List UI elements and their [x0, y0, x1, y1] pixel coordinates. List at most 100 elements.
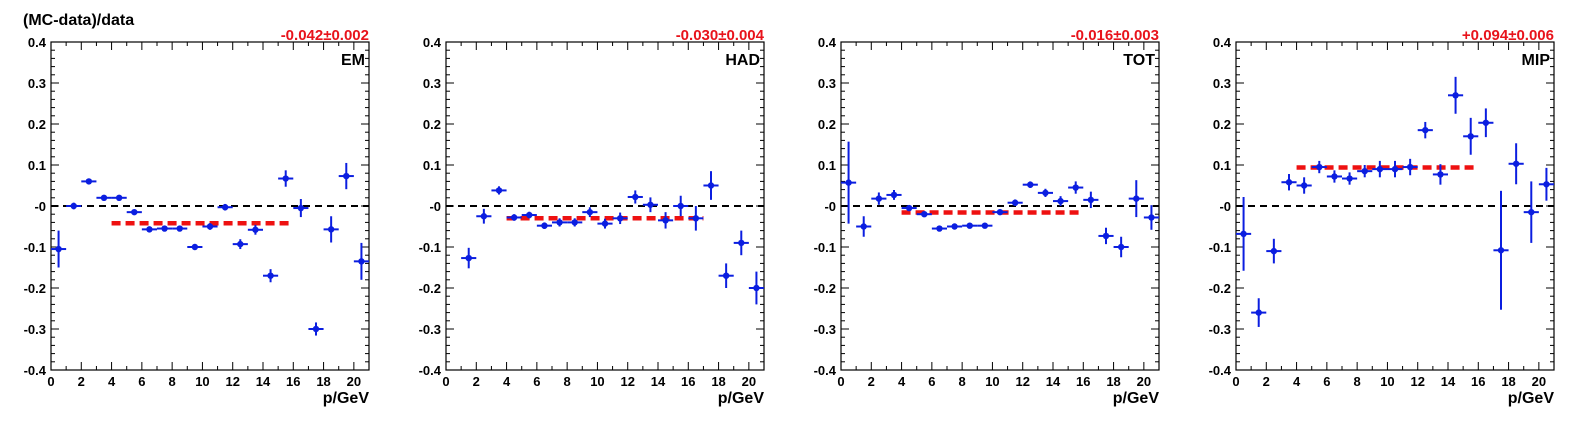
y-tick-label: -0.2 — [419, 281, 441, 296]
y-tick-label: -0.3 — [24, 322, 46, 337]
data-point — [981, 222, 989, 229]
data-point — [1467, 133, 1474, 140]
y-tick-label: 0.3 — [423, 76, 441, 91]
x-tick-label: 20 — [1532, 374, 1546, 389]
data-point — [722, 272, 730, 279]
data-point — [297, 204, 305, 212]
x-tick-label: 14 — [1441, 374, 1456, 389]
x-tick-label: 2 — [1263, 374, 1270, 389]
data-point — [176, 225, 183, 232]
data-point — [70, 202, 77, 210]
y-tick-label: -0.4 — [419, 363, 442, 378]
x-tick-label: 16 — [1076, 374, 1090, 389]
data-point — [707, 182, 715, 189]
panel-mip: -0.4 -0.3 -0.2 -0.1 -0 0.1 0.2 0.3 0.4 0 2 4 6 8 10 12 1… — [1209, 27, 1555, 407]
y-tick-label: 0.1 — [28, 158, 46, 173]
data-point — [1512, 160, 1520, 167]
y-tick-label: 0.1 — [818, 158, 836, 173]
y-tick-label: 0.4 — [818, 35, 837, 50]
data-point — [1057, 197, 1064, 205]
data-point — [465, 254, 472, 262]
x-tick-label: 16 — [286, 374, 300, 389]
data-point — [601, 220, 609, 227]
data-point — [890, 191, 898, 199]
data-point — [100, 194, 108, 201]
y-tick-label: -0.1 — [419, 240, 441, 255]
data-point — [1316, 163, 1323, 171]
panel-had: -0.4 -0.3 -0.2 -0.1 -0 0.1 0.2 0.3 0.4 0 2 4 6 8 10 12 1… — [419, 27, 765, 407]
y-tick-label: -0.4 — [1209, 363, 1232, 378]
data-point — [1543, 181, 1550, 188]
data-point — [1133, 195, 1140, 202]
x-tick-label: 6 — [1323, 374, 1330, 389]
data-point — [131, 208, 138, 216]
y-tick-label: 0.3 — [28, 76, 46, 91]
data-point — [692, 215, 700, 222]
y-tick-label: 0.2 — [1213, 117, 1231, 132]
y-tick-label: 0.4 — [423, 35, 442, 50]
panel-label: HAD — [725, 52, 760, 69]
y-tick-label: -0.3 — [814, 322, 836, 337]
x-tick-label: 8 — [1354, 374, 1361, 389]
x-tick-label: 16 — [681, 374, 695, 389]
x-tick-label: 2 — [868, 374, 875, 389]
data-point — [1117, 243, 1125, 251]
x-axis-title: p/GeV — [718, 390, 765, 407]
x-tick-label: 8 — [959, 374, 966, 389]
data-point — [662, 217, 669, 224]
data-point — [1331, 173, 1338, 180]
data-point — [1285, 179, 1293, 186]
x-tick-label: 6 — [138, 374, 145, 389]
x-tick-label: 10 — [195, 374, 209, 389]
y-tick-label: 0.1 — [423, 158, 441, 173]
y-tick-label: 0.4 — [1213, 35, 1232, 50]
data-point — [1027, 181, 1034, 188]
x-tick-label: 8 — [564, 374, 571, 389]
data-point — [966, 222, 973, 229]
data-point — [85, 178, 93, 185]
y-tick-label: 0.2 — [423, 117, 441, 132]
data-point — [632, 193, 639, 201]
data-point — [221, 204, 229, 211]
data-point — [556, 219, 563, 226]
data-point — [358, 258, 365, 265]
data-point — [1376, 165, 1384, 173]
data-point — [191, 243, 199, 251]
y-tick-label: -0.3 — [419, 322, 441, 337]
data-point — [1072, 184, 1079, 191]
y-tick-label: -0 — [429, 199, 441, 214]
x-tick-label: 0 — [837, 374, 844, 389]
data-point — [875, 195, 883, 202]
data-point — [905, 204, 913, 212]
y-tick-label: -0.1 — [1209, 240, 1231, 255]
data-point — [161, 225, 168, 232]
x-tick-label: 14 — [256, 374, 271, 389]
x-tick-label: 20 — [742, 374, 756, 389]
x-tick-label: 6 — [533, 374, 540, 389]
x-tick-label: 4 — [108, 374, 116, 389]
x-tick-label: 16 — [1471, 374, 1485, 389]
x-tick-label: 18 — [316, 374, 330, 389]
fit-result-label: -0.042±0.002 — [281, 27, 369, 44]
data-point — [526, 211, 533, 219]
data-point — [327, 226, 335, 233]
x-tick-label: 10 — [590, 374, 604, 389]
x-tick-label: 8 — [169, 374, 176, 389]
x-tick-label: 18 — [1106, 374, 1120, 389]
x-tick-label: 14 — [1046, 374, 1061, 389]
data-point — [1148, 214, 1155, 221]
y-tick-label: -0.1 — [814, 240, 836, 255]
data-point — [1437, 171, 1444, 178]
y-tick-label: -0.2 — [814, 281, 836, 296]
data-point — [1346, 175, 1353, 182]
y-tick-label: 0.2 — [818, 117, 836, 132]
y-axis-title: (MC-data)/data — [23, 12, 134, 29]
data-point — [267, 272, 274, 279]
data-point — [738, 239, 745, 247]
data-point — [951, 223, 958, 230]
data-point — [1300, 182, 1308, 189]
panel-em: -0.4 -0.3 -0.2 -0.1 -0 0.1 0.2 0.3 0.4 0 2 4 6 8 10 12 1… — [24, 27, 370, 407]
y-tick-label: -0.2 — [1209, 281, 1231, 296]
y-tick-label: -0.4 — [24, 363, 47, 378]
